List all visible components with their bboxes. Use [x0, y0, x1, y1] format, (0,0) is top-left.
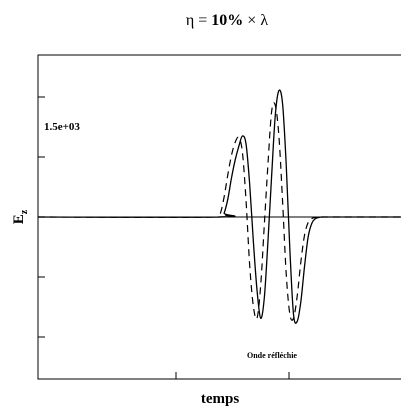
solid-series-line — [37, 89, 401, 324]
x-axis-title: temps — [201, 391, 239, 407]
y-axis-title: Ez — [11, 209, 30, 224]
title-times: × — [243, 12, 260, 29]
amplitude-label: 1.5e+03 — [44, 121, 80, 133]
title-lambda: λ — [260, 12, 268, 29]
title-percent: 10% — [211, 12, 243, 29]
title-equals: = — [194, 12, 211, 29]
y-axis-title-sub: z — [19, 209, 30, 214]
wave-caption: Onde réfléchie — [247, 351, 297, 360]
chart-title: η = 10% × λ — [186, 12, 268, 29]
y-axis-title-main: E — [11, 214, 27, 224]
dashed-series-line — [37, 102, 401, 321]
title-eta: η — [186, 12, 194, 29]
series-layer — [37, 89, 401, 324]
